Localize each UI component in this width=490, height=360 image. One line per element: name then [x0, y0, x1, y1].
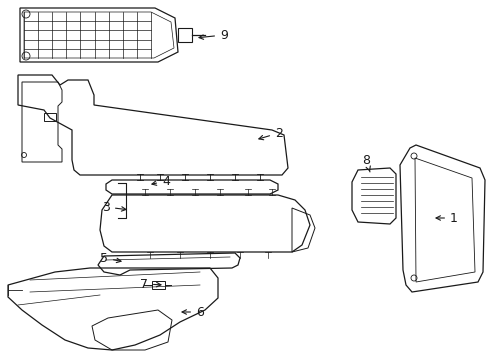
Text: 4: 4 [152, 175, 170, 188]
Text: 6: 6 [182, 306, 204, 319]
Text: 3: 3 [102, 201, 126, 213]
Text: 7: 7 [140, 278, 161, 291]
Text: 9: 9 [199, 28, 228, 41]
Text: 1: 1 [436, 212, 458, 225]
Text: 2: 2 [259, 126, 283, 140]
Text: 8: 8 [362, 153, 370, 172]
Text: 5: 5 [100, 252, 121, 265]
